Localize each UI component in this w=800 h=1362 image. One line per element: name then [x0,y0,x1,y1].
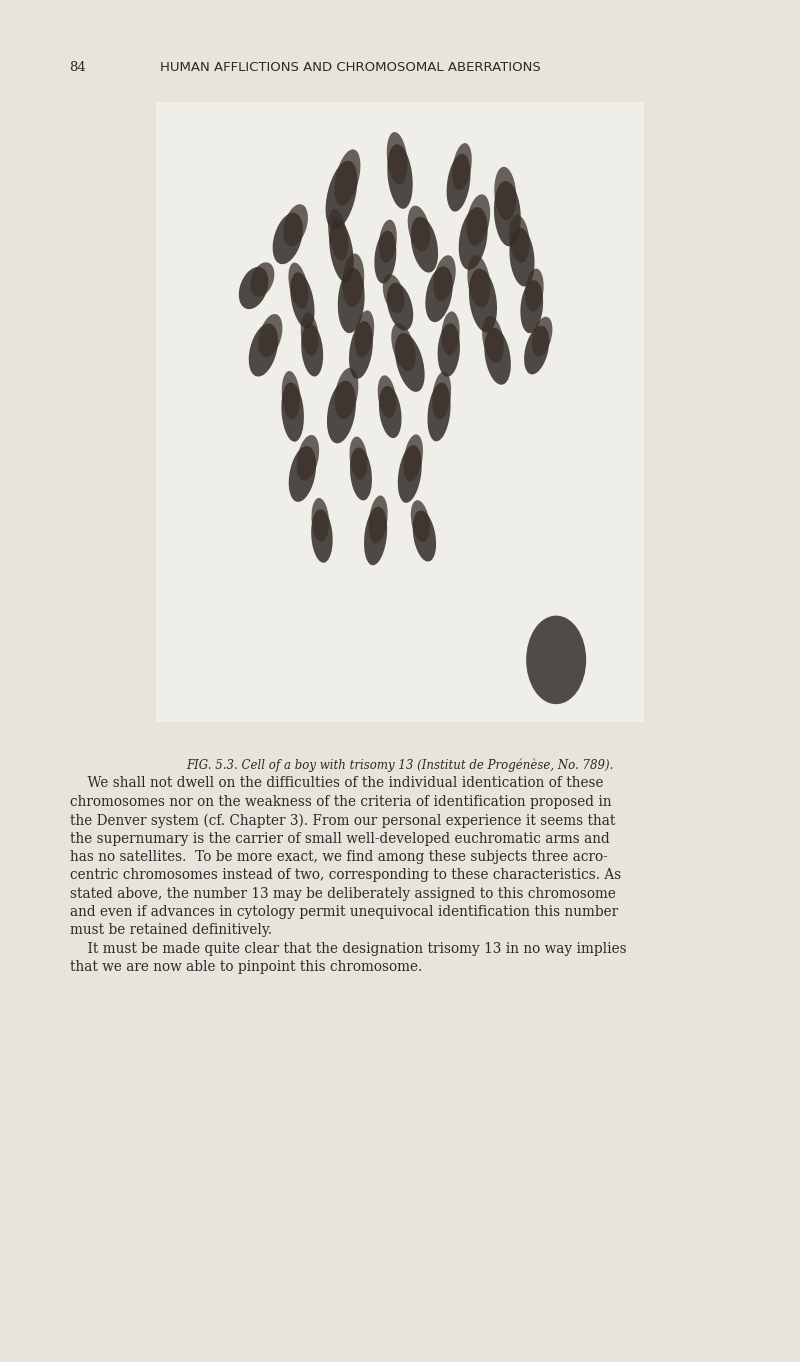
Text: It must be made quite clear that the designation trisomy 13 in no way implies: It must be made quite clear that the des… [70,943,626,956]
Text: We shall not dwell on the difficulties of the individual identication of these: We shall not dwell on the difficulties o… [70,776,603,790]
Ellipse shape [374,230,396,283]
Ellipse shape [290,272,314,328]
Text: centric chromosomes instead of two, corresponding to these characteristics. As: centric chromosomes instead of two, corr… [70,869,621,883]
Ellipse shape [382,274,404,313]
Ellipse shape [398,445,422,503]
Text: FIG. 5.3. Cell of a boy with trisomy 13 (Institut de Progénèse, No. 789).: FIG. 5.3. Cell of a boy with trisomy 13 … [186,759,614,772]
Ellipse shape [342,253,364,306]
Text: HUMAN AFFLICTIONS AND CHROMOSOMAL ABERRATIONS: HUMAN AFFLICTIONS AND CHROMOSOMAL ABERRA… [160,61,541,75]
Ellipse shape [526,616,586,704]
Ellipse shape [258,315,282,357]
Ellipse shape [282,370,300,419]
Ellipse shape [301,324,323,376]
Ellipse shape [273,212,303,264]
Ellipse shape [327,380,356,444]
Ellipse shape [434,255,456,301]
Ellipse shape [494,181,521,247]
Ellipse shape [329,219,354,282]
Ellipse shape [326,161,358,229]
Ellipse shape [432,372,451,419]
Ellipse shape [438,323,460,377]
Ellipse shape [484,328,511,384]
Ellipse shape [334,150,361,206]
Ellipse shape [282,383,304,441]
Text: the supernumary is the carrier of small well-developed euchromatic arms and: the supernumary is the carrier of small … [70,831,610,846]
Ellipse shape [442,312,460,355]
Ellipse shape [297,434,319,481]
Ellipse shape [446,154,470,211]
Text: chromosomes nor on the weakness of the criteria of identification proposed in: chromosomes nor on the weakness of the c… [70,795,611,809]
Ellipse shape [334,368,358,419]
Ellipse shape [379,219,397,263]
Ellipse shape [413,511,436,561]
Text: must be retained definitively.: must be retained definitively. [70,923,272,937]
Ellipse shape [525,268,544,312]
Ellipse shape [289,447,316,501]
Ellipse shape [403,434,423,482]
Ellipse shape [349,321,373,379]
Text: stated above, the number 13 may be deliberately assigned to this chromosome: stated above, the number 13 may be delib… [70,887,615,900]
Ellipse shape [532,317,553,357]
Ellipse shape [289,263,308,309]
Ellipse shape [467,255,490,308]
Text: the Denver system (cf. Chapter 3). From our personal experience it seems that: the Denver system (cf. Chapter 3). From … [70,813,615,828]
Ellipse shape [350,448,372,500]
Ellipse shape [283,204,308,247]
Ellipse shape [387,144,413,208]
Text: and even if advances in cytology permit unequivocal identification this number: and even if advances in cytology permit … [70,904,618,919]
Ellipse shape [509,215,530,263]
Ellipse shape [301,313,318,355]
Ellipse shape [458,207,488,270]
Ellipse shape [364,507,387,565]
Ellipse shape [311,509,333,563]
Ellipse shape [395,332,425,392]
Ellipse shape [469,268,497,332]
Ellipse shape [520,281,543,334]
Ellipse shape [410,217,438,272]
Ellipse shape [408,206,430,252]
Ellipse shape [466,195,490,245]
Ellipse shape [369,496,388,543]
Ellipse shape [311,498,329,542]
Ellipse shape [391,323,416,372]
Ellipse shape [350,437,367,479]
Ellipse shape [410,500,430,542]
Ellipse shape [386,283,414,331]
Ellipse shape [524,326,549,375]
Ellipse shape [239,267,268,309]
Ellipse shape [338,268,365,334]
Ellipse shape [510,227,534,286]
Ellipse shape [427,383,450,441]
Ellipse shape [426,267,453,323]
Ellipse shape [386,132,407,185]
Ellipse shape [482,316,504,362]
Bar [156,102,644,722]
Ellipse shape [452,143,472,191]
Ellipse shape [378,376,396,418]
Ellipse shape [249,324,278,376]
Text: 84: 84 [70,61,86,75]
Ellipse shape [379,385,402,439]
Ellipse shape [250,263,274,297]
Ellipse shape [494,166,516,221]
Ellipse shape [354,311,374,358]
Text: that we are now able to pinpoint this chromosome.: that we are now able to pinpoint this ch… [70,960,422,974]
Ellipse shape [328,208,348,260]
Text: has no satellites.  To be more exact, we find among these subjects three acro-: has no satellites. To be more exact, we … [70,850,607,864]
